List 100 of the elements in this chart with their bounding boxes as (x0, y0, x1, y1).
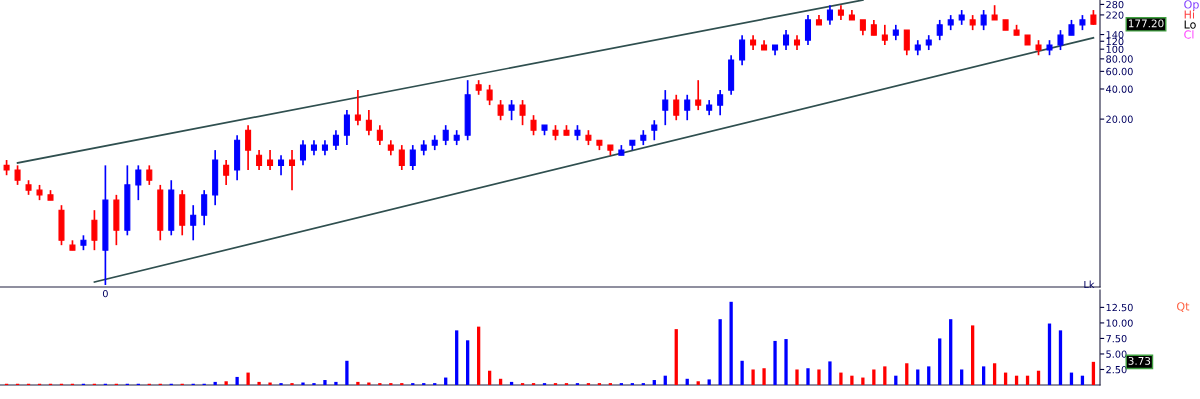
bar (466, 340, 470, 385)
candlestick (190, 204, 197, 242)
candlestick (651, 119, 658, 142)
candlestick (409, 144, 416, 171)
bar (927, 366, 931, 385)
bar (817, 369, 821, 385)
candlestick (530, 114, 537, 137)
candlestick (256, 149, 263, 171)
candlestick (739, 34, 746, 67)
bar (916, 369, 920, 385)
bar (455, 330, 459, 385)
bar (981, 366, 986, 385)
bar (949, 319, 953, 385)
bar (367, 382, 371, 385)
y-tick-label: 20.00 (1106, 115, 1133, 123)
text: Cl (1184, 30, 1194, 39)
bar (751, 369, 755, 385)
bar (1091, 361, 1096, 385)
bar (762, 368, 766, 385)
bar (861, 377, 865, 385)
bar (971, 325, 975, 385)
candlestick (354, 89, 361, 126)
candlestick (804, 14, 812, 46)
candlestick (695, 79, 702, 111)
candlestick (519, 99, 526, 126)
bar (509, 381, 514, 385)
bar (246, 372, 250, 385)
candlestick (1057, 29, 1064, 51)
text: Lo (1184, 20, 1196, 29)
bar (477, 326, 481, 385)
bar (1047, 323, 1052, 385)
bar (696, 381, 700, 385)
candlestick (376, 124, 383, 146)
bar (773, 340, 777, 385)
bar (1058, 330, 1063, 385)
bar (707, 379, 711, 385)
y-tick-label: 120 (1106, 37, 1124, 46)
y-tick-label: 12.50 (1106, 303, 1133, 312)
candlestick (146, 164, 153, 186)
candlestick (223, 159, 230, 186)
candlestick (486, 84, 493, 106)
candlestick (245, 124, 252, 171)
y-tick-label: 5.00 (1106, 350, 1127, 358)
bar (883, 366, 887, 385)
text: 177.20 (1128, 19, 1164, 28)
y-tick-label: 80.00 (1106, 55, 1133, 63)
y-tick-label: 100 (1106, 45, 1124, 53)
candlestick (267, 149, 274, 171)
candlestick (278, 154, 285, 177)
bar (992, 363, 997, 385)
y-tick-label: 140 (1106, 31, 1124, 39)
y-tick-label: 40.00 (1106, 85, 1133, 93)
bar (685, 378, 689, 385)
text: Op (1184, 0, 1199, 11)
text: Qt (1177, 302, 1190, 312)
candlestick (299, 139, 307, 167)
bar (224, 381, 228, 385)
candlestick (497, 99, 504, 122)
bar (498, 378, 503, 385)
bar (828, 361, 832, 385)
candlestick (135, 164, 142, 201)
y-tick-label: 60.00 (1106, 67, 1133, 76)
candlestick (684, 93, 691, 122)
text: 3.73 (1128, 356, 1151, 365)
candlestick (673, 93, 680, 122)
candlestick (91, 209, 98, 252)
candlestick (881, 24, 888, 46)
bar (740, 360, 744, 385)
bar (334, 381, 338, 385)
candlestick (662, 89, 669, 126)
candlestick (332, 129, 339, 151)
bar (729, 301, 733, 385)
bar (257, 381, 261, 385)
candlestick (826, 4, 833, 26)
annotation: 0 (102, 289, 108, 298)
bar (872, 369, 876, 385)
bar (795, 369, 799, 385)
bar (323, 380, 327, 385)
bar (235, 376, 239, 385)
candlestick (14, 164, 21, 186)
candlestick (343, 109, 350, 146)
bar (960, 369, 964, 385)
candlestick (783, 29, 790, 51)
bar (268, 382, 272, 385)
bar (652, 380, 656, 385)
bar (839, 372, 843, 385)
candlestick (365, 109, 372, 137)
bar (718, 319, 722, 385)
bar (356, 381, 360, 385)
bar (674, 329, 678, 385)
candlestick (980, 9, 987, 31)
bar (784, 339, 788, 385)
candlestick (508, 99, 515, 122)
bar (905, 363, 909, 385)
candlestick (442, 124, 449, 146)
candlestick (936, 19, 943, 42)
y-tick-label: 220 (1106, 11, 1124, 19)
bar (213, 381, 217, 385)
y-tick-label: 7.50 (1106, 334, 1127, 343)
candlestick (903, 29, 910, 57)
